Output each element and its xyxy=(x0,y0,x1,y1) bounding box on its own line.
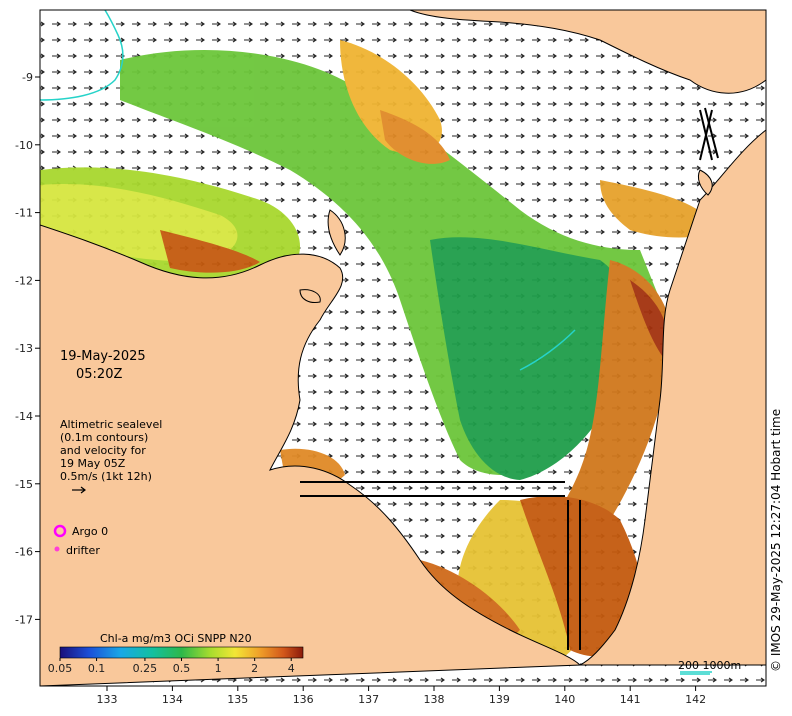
lat-tick-label: -16 xyxy=(15,546,33,559)
strong-current-arrows xyxy=(300,107,719,650)
land-layer xyxy=(40,10,766,686)
lat-tick-label: -15 xyxy=(15,478,33,491)
lon-tick-label: 136 xyxy=(293,693,314,706)
legend-line-4: 19 May 05Z xyxy=(60,457,126,470)
longitude-axis: 133 134 135 136 137 138 139 140 141 142 xyxy=(97,686,706,706)
colorbar-tick-label: 2 xyxy=(251,662,258,675)
lon-tick-label: 135 xyxy=(227,693,248,706)
drifter-marker-icon xyxy=(54,546,60,552)
colorbar-tick-label: 0.5 xyxy=(173,662,191,675)
legend-line-5: 0.5m/s (1kt 12h) xyxy=(60,470,152,483)
colorbar-tick-label: 4 xyxy=(288,662,295,675)
lon-tick-label: 134 xyxy=(162,693,183,706)
velocity-scale-arrow xyxy=(72,486,86,494)
lat-tick-label: -12 xyxy=(15,274,33,287)
drifter-label: drifter xyxy=(66,544,100,557)
credit-text: © IMOS 29-May-2025 12:27:04 Hobart time xyxy=(769,409,783,672)
latitude-axis: -9 -10 -11 -12 -13 -14 -15 -16 -17 xyxy=(15,71,40,626)
colorbar-tick-label: 0.25 xyxy=(133,662,158,675)
colorbar-tick-label: 0.05 xyxy=(48,662,73,675)
colorbar-tick-label: 1 xyxy=(215,662,222,675)
lat-tick-label: -14 xyxy=(15,410,33,423)
colorbar-title: Chl-a mg/m3 OCi SNPP N20 xyxy=(100,632,252,645)
argo-marker-icon xyxy=(53,524,67,538)
chlorophyll-layer xyxy=(40,40,720,661)
lat-tick-label: -13 xyxy=(15,342,33,355)
map-time: 05:20Z xyxy=(76,367,122,382)
lon-tick-label: 140 xyxy=(554,693,575,706)
colorbar xyxy=(59,646,304,659)
legend-line-1: Altimetric sealevel xyxy=(60,418,162,431)
lon-tick-label: 133 xyxy=(97,693,118,706)
lat-tick-label: -17 xyxy=(15,613,33,626)
colorbar-tick-label: 0.1 xyxy=(88,662,106,675)
sealevel-contours xyxy=(40,10,712,673)
map-date: 19-May-2025 xyxy=(60,349,146,364)
scalebar-label: 200 1000m xyxy=(678,659,741,672)
lon-tick-label: 137 xyxy=(358,693,379,706)
lon-tick-label: 141 xyxy=(620,693,641,706)
colorbar-ticks: 0.05 0.1 0.25 0.5 1 2 4 xyxy=(48,658,295,675)
legend-line-2: (0.1m contours) xyxy=(60,431,148,444)
lat-tick-label: -9 xyxy=(22,71,33,84)
argo-label: Argo 0 xyxy=(72,525,108,538)
legend-line-3: and velocity for xyxy=(60,444,146,457)
lon-tick-label: 138 xyxy=(424,693,445,706)
lat-tick-label: -11 xyxy=(15,207,33,220)
lat-tick-label: -10 xyxy=(15,139,33,152)
lon-tick-label: 142 xyxy=(685,693,706,706)
lon-tick-label: 139 xyxy=(489,693,510,706)
